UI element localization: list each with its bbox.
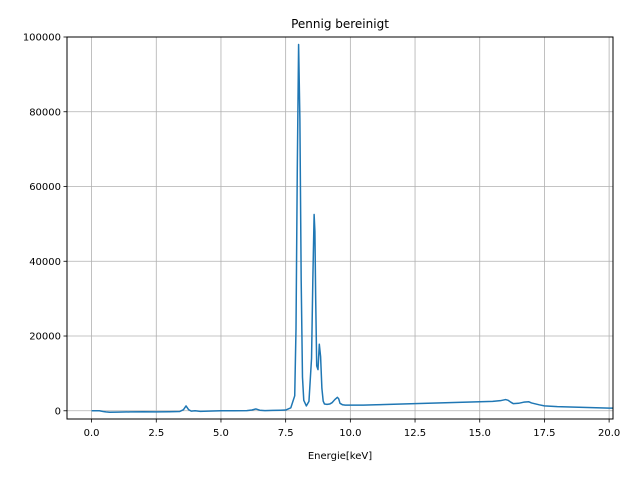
y-tick-label: 100000 — [23, 33, 61, 44]
x-tick-label: 7.5 — [278, 428, 294, 439]
y-tick-label: 60000 — [29, 182, 61, 193]
y-tick-label: 0 — [55, 406, 61, 417]
series-layer — [91, 43, 613, 414]
y-tick-label: 80000 — [29, 107, 61, 118]
x-tick-label: 17.5 — [533, 428, 555, 439]
x-tick-label: 20.0 — [598, 428, 620, 439]
y-axis: 0 20000 40000 60000 80000 100000 — [23, 33, 67, 417]
y-tick-label: 20000 — [29, 332, 61, 343]
x-axis: 0.0 2.5 5.0 7.5 10.0 12.5 15.0 17.5 20.0 — [84, 419, 620, 439]
x-tick-label: 15.0 — [469, 428, 491, 439]
chart-title: Pennig bereinigt — [291, 17, 389, 31]
x-tick-label: 5.0 — [213, 428, 229, 439]
y-tick-label: 40000 — [29, 257, 61, 268]
series-line-0 — [91, 43, 613, 414]
x-tick-label: 0.0 — [84, 428, 100, 439]
x-tick-label: 10.0 — [339, 428, 361, 439]
x-tick-label: 2.5 — [148, 428, 164, 439]
x-axis-label: Energie[keV] — [308, 451, 372, 462]
x-tick-label: 12.5 — [404, 428, 426, 439]
plot-frame — [66, 36, 614, 420]
